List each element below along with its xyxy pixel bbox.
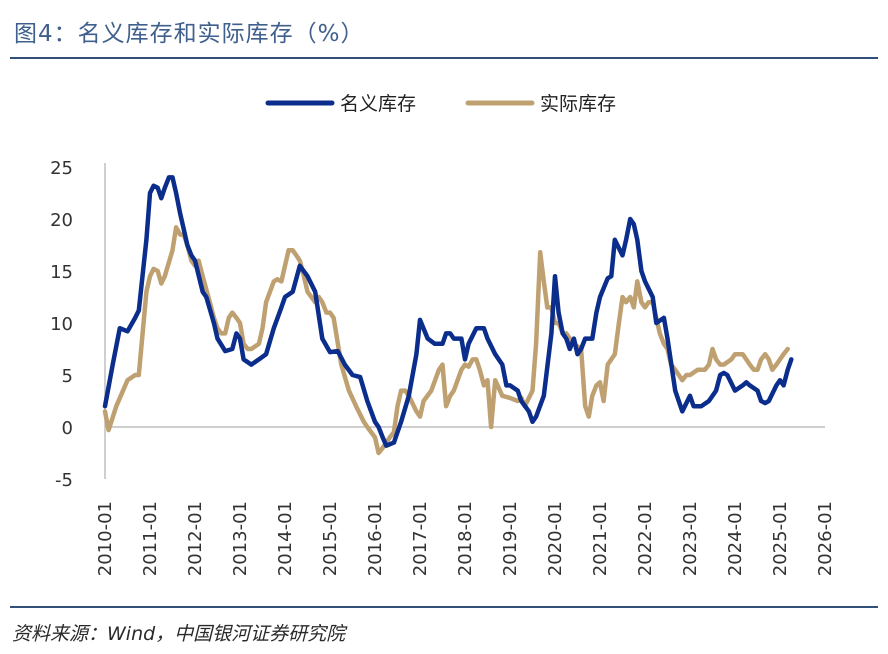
tick-labels: 25 20 15 10 5 0 -5 2010-01 2011-01 2012-01 2013-01… bbox=[50, 158, 836, 576]
page-title: 图4：名义库存和实际库存（%） bbox=[14, 21, 365, 47]
x-tick-label: 2010-01 bbox=[95, 501, 116, 576]
series-lines bbox=[102, 175, 794, 456]
legend-label: 名义库存 bbox=[340, 93, 416, 115]
legend: 名义库存 实际库存 bbox=[265, 93, 616, 115]
x-tick-label: 2014-01 bbox=[275, 501, 296, 576]
x-tick-label: 2021-01 bbox=[590, 501, 611, 576]
x-tick-label: 2024-01 bbox=[725, 501, 746, 576]
series-line-real bbox=[102, 225, 790, 456]
y-tick-label: 0 bbox=[62, 418, 73, 439]
x-tick-label: 2016-01 bbox=[365, 501, 386, 576]
series-line-nominal bbox=[102, 175, 794, 448]
chart: 名义库存 实际库存 25 20 15 10 5 0 -5 2010-01 2011-01 2012-… bbox=[50, 93, 836, 576]
x-tick-label: 2018-01 bbox=[455, 501, 476, 576]
x-tick-label: 2023-01 bbox=[680, 501, 701, 576]
title-divider bbox=[10, 57, 878, 59]
footer-divider bbox=[10, 606, 878, 608]
source-note: 资料来源：Wind，中国银河证券研究院 bbox=[12, 623, 346, 645]
y-tick-label: 20 bbox=[50, 210, 73, 231]
y-tick-label: 25 bbox=[50, 158, 73, 179]
y-tick-label: -5 bbox=[55, 470, 73, 491]
x-tick-label: 2020-01 bbox=[545, 501, 566, 576]
x-tick-label: 2011-01 bbox=[140, 501, 161, 576]
x-tick-label: 2022-01 bbox=[635, 501, 656, 576]
x-tick-label: 2012-01 bbox=[185, 501, 206, 576]
x-tick-label: 2015-01 bbox=[320, 501, 341, 576]
y-tick-label: 10 bbox=[50, 314, 73, 335]
x-tick-label: 2019-01 bbox=[500, 501, 521, 576]
y-tick-label: 5 bbox=[62, 366, 73, 387]
x-tick-label: 2026-01 bbox=[815, 501, 836, 576]
x-tick-label: 2025-01 bbox=[770, 501, 791, 576]
x-tick-label: 2017-01 bbox=[410, 501, 431, 576]
axes bbox=[104, 163, 825, 479]
x-tick-label: 2013-01 bbox=[230, 501, 251, 576]
y-tick-label: 15 bbox=[50, 262, 73, 283]
legend-label: 实际库存 bbox=[540, 93, 616, 115]
